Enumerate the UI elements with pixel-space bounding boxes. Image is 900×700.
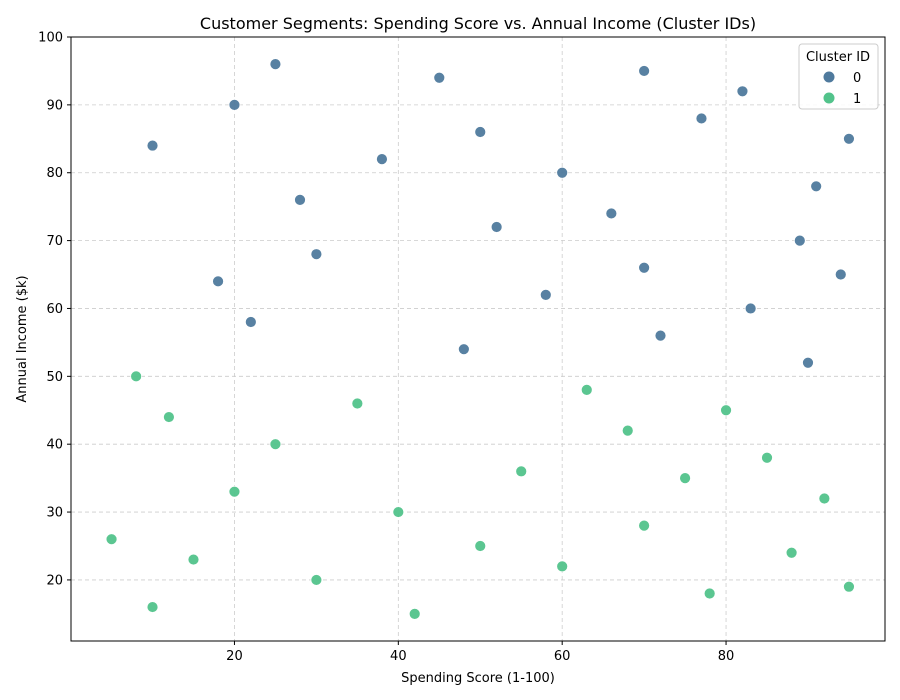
y-tick-label: 50 xyxy=(46,370,63,385)
point-cluster-1 xyxy=(843,580,855,593)
y-tick-label: 40 xyxy=(46,438,63,453)
point-cluster-1 xyxy=(679,472,691,485)
legend-box xyxy=(798,43,879,110)
chart-title: Customer Segments: Spending Score vs. An… xyxy=(200,14,756,33)
point-cluster-0 xyxy=(433,71,446,84)
y-tick-label: 80 xyxy=(46,166,63,181)
y-tick-label: 60 xyxy=(46,302,63,317)
point-cluster-0 xyxy=(638,261,651,274)
point-cluster-0 xyxy=(695,112,708,125)
legend-marker-cluster-1 xyxy=(823,92,835,104)
point-cluster-1 xyxy=(703,587,716,600)
y-tick-label: 90 xyxy=(46,98,63,113)
y-axis-label: Annual Income ($k) xyxy=(15,275,30,402)
point-cluster-1 xyxy=(228,485,241,498)
point-cluster-0 xyxy=(810,180,823,193)
point-cluster-0 xyxy=(736,85,749,98)
data-points xyxy=(105,58,855,620)
point-cluster-1 xyxy=(310,574,323,586)
point-cluster-1 xyxy=(269,438,282,451)
point-cluster-0 xyxy=(605,207,618,220)
plot-area-frame xyxy=(70,36,886,642)
y-tick-label: 20 xyxy=(46,573,63,588)
point-cluster-1 xyxy=(392,506,405,518)
point-cluster-1 xyxy=(818,492,831,505)
point-cluster-1 xyxy=(638,519,651,532)
legend-label-cluster-1: 1 xyxy=(853,92,861,107)
point-cluster-0 xyxy=(834,268,847,281)
x-tick-label: 40 xyxy=(390,649,407,664)
point-cluster-0 xyxy=(269,58,282,71)
point-cluster-1 xyxy=(474,540,487,552)
point-cluster-1 xyxy=(187,553,200,566)
point-cluster-0 xyxy=(146,139,159,152)
x-tick-label: 60 xyxy=(554,649,571,664)
legend-marker-cluster-0 xyxy=(823,71,835,83)
point-cluster-1 xyxy=(580,383,593,396)
x-tick-label: 20 xyxy=(226,649,243,664)
point-cluster-1 xyxy=(720,404,732,417)
point-cluster-0 xyxy=(457,343,470,356)
legend-label-cluster-0: 0 xyxy=(853,71,861,86)
point-cluster-1 xyxy=(556,560,569,573)
point-cluster-1 xyxy=(163,411,175,423)
point-cluster-1 xyxy=(408,607,421,620)
point-cluster-0 xyxy=(539,288,552,301)
point-cluster-1 xyxy=(105,533,118,546)
y-axis-ticks: 20 30 40 50 60 70 80 90 100 xyxy=(38,31,71,588)
point-cluster-0 xyxy=(244,316,257,328)
point-cluster-0 xyxy=(376,153,388,166)
y-tick-label: 70 xyxy=(46,234,63,249)
point-cluster-1 xyxy=(785,546,798,559)
point-cluster-1 xyxy=(146,601,159,613)
point-cluster-0 xyxy=(802,356,814,369)
legend-title: Cluster ID xyxy=(806,50,870,65)
x-tick-label: 80 xyxy=(718,649,735,664)
x-axis-ticks: 20 40 60 80 xyxy=(226,641,734,664)
y-tick-label: 30 xyxy=(46,506,63,521)
legend: Cluster ID 0 1 xyxy=(798,43,879,110)
point-cluster-1 xyxy=(761,451,773,464)
point-cluster-1 xyxy=(130,370,143,383)
point-cluster-0 xyxy=(490,221,503,233)
point-cluster-1 xyxy=(515,465,528,478)
point-cluster-0 xyxy=(654,329,667,342)
point-cluster-0 xyxy=(474,126,487,138)
point-cluster-0 xyxy=(310,248,323,261)
point-cluster-0 xyxy=(793,234,806,247)
point-cluster-0 xyxy=(294,193,306,206)
point-cluster-0 xyxy=(638,65,651,77)
point-cluster-0 xyxy=(843,132,855,145)
y-tick-label: 100 xyxy=(38,31,63,46)
point-cluster-0 xyxy=(744,302,757,315)
point-cluster-1 xyxy=(621,424,634,437)
point-cluster-0 xyxy=(212,275,224,288)
point-cluster-0 xyxy=(228,98,241,111)
point-cluster-1 xyxy=(351,397,364,410)
point-cluster-0 xyxy=(556,166,569,179)
x-axis-label: Spending Score (1-100) xyxy=(401,671,555,686)
